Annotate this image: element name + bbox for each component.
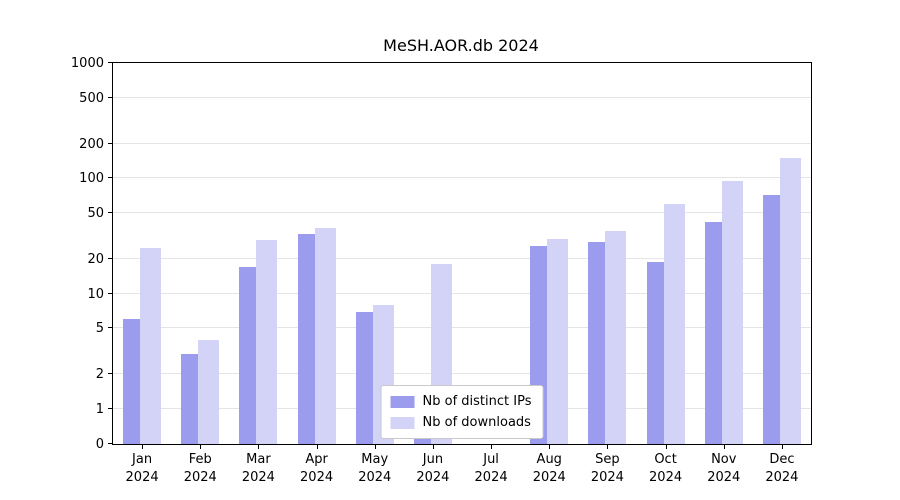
- legend-swatch-downloads: [390, 416, 415, 429]
- bar-downloads: [140, 247, 162, 444]
- gridline: [113, 177, 811, 179]
- y-tick-label: 20: [87, 251, 104, 267]
- bar-distinct-ips: [123, 319, 145, 444]
- y-tick-label: 500: [79, 90, 104, 106]
- bar-downloads: [314, 228, 336, 444]
- x-tick-mark: [665, 444, 667, 449]
- y-tick-label: 5: [95, 321, 104, 337]
- y-tick-label: 100: [79, 171, 104, 187]
- y-tick-mark: [108, 327, 113, 329]
- bar-downloads: [721, 180, 743, 444]
- x-tick-label: Nov 2024: [707, 452, 741, 485]
- gridline: [113, 373, 811, 375]
- y-tick-mark: [108, 212, 113, 214]
- x-tick-label: Feb 2024: [183, 452, 217, 485]
- x-tick-mark: [316, 444, 318, 449]
- gridline: [113, 327, 811, 329]
- x-tick-mark: [432, 444, 434, 449]
- y-tick-mark: [108, 96, 113, 98]
- gridline: [113, 292, 811, 294]
- y-tick-label: 10: [87, 286, 104, 302]
- bar-downloads: [256, 240, 278, 444]
- y-tick-label: 1000: [70, 56, 104, 71]
- bar-downloads: [663, 203, 685, 444]
- y-tick-label: 0: [95, 437, 104, 452]
- y-tick-mark: [108, 443, 113, 444]
- x-tick-mark: [200, 444, 202, 449]
- plot-area: Nb of distinct IPs Nb of downloads 0 1 2 5 1…: [71, 56, 812, 485]
- x-tick-label: Sep 2024: [590, 452, 624, 485]
- bar-downloads: [198, 339, 220, 444]
- x-tick-label: Jan 2024: [125, 452, 159, 485]
- y-tick-mark: [108, 142, 113, 144]
- y-tick-mark: [108, 177, 113, 179]
- x-tick-label: Oct 2024: [649, 452, 683, 485]
- x-tick-label: Aug 2024: [532, 452, 566, 485]
- legend: Nb of distinct IPs Nb of downloads: [380, 385, 544, 439]
- x-tick-mark: [491, 444, 493, 449]
- y-tick-label: 200: [79, 136, 104, 152]
- x-tick-mark: [723, 444, 725, 449]
- bar-downloads: [779, 158, 801, 444]
- bar-distinct-ips: [762, 194, 784, 444]
- chart-title: MeSH.AOR.db 2024: [383, 36, 539, 55]
- x-tick-label: May 2024: [358, 452, 392, 485]
- y-tick-mark: [108, 373, 113, 375]
- y-tick-mark: [108, 408, 113, 409]
- bar-distinct-ips: [588, 242, 610, 444]
- bar-downloads: [547, 238, 569, 444]
- x-tick-mark: [549, 444, 551, 449]
- x-tick-mark: [781, 444, 783, 449]
- bar-distinct-ips: [239, 267, 261, 444]
- legend-label-distinct-ips: Nb of distinct IPs: [422, 394, 532, 409]
- bar-distinct-ips: [355, 311, 377, 444]
- x-tick-label: Dec 2024: [765, 452, 799, 485]
- x-tick-label: Jun 2024: [416, 452, 450, 485]
- y-tick-mark: [108, 257, 113, 259]
- bar-distinct-ips: [297, 233, 319, 444]
- legend-entry-downloads: Nb of downloads: [390, 415, 532, 430]
- bar-distinct-ips: [181, 353, 203, 444]
- y-tick-label: 1: [95, 402, 104, 417]
- x-tick-mark: [258, 444, 260, 449]
- bar-distinct-ips: [704, 221, 726, 444]
- y-tick-mark: [108, 292, 113, 294]
- x-tick-label: Jul 2024: [474, 452, 508, 485]
- x-tick-label: Mar 2024: [241, 452, 275, 485]
- y-tick-label: 50: [87, 206, 104, 222]
- y-tick-mark: [108, 62, 113, 63]
- gridline: [113, 257, 811, 259]
- y-tick-label: 2: [95, 367, 104, 383]
- bar-distinct-ips: [646, 261, 668, 444]
- legend-entry-distinct-ips: Nb of distinct IPs: [390, 394, 532, 409]
- bar-downloads: [605, 230, 627, 444]
- gridline: [113, 212, 811, 214]
- gridline: [113, 142, 811, 144]
- legend-swatch-distinct-ips: [390, 395, 415, 408]
- x-tick-mark: [142, 444, 144, 449]
- x-tick-mark: [374, 444, 376, 449]
- legend-label-downloads: Nb of downloads: [422, 415, 531, 430]
- x-tick-label: Apr 2024: [300, 452, 334, 485]
- gridline: [113, 96, 811, 98]
- x-tick-mark: [607, 444, 609, 449]
